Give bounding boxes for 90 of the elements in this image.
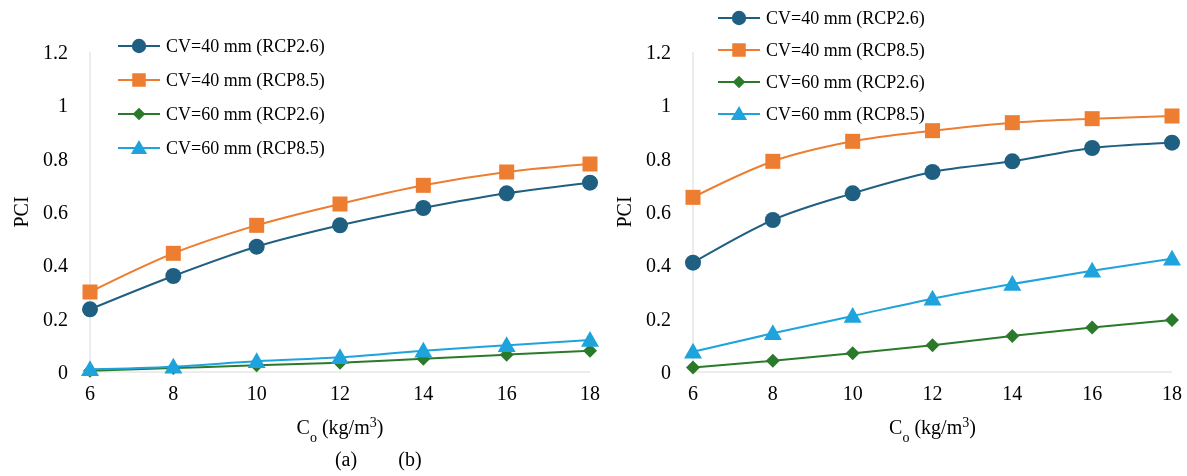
x-tick-label: 6 xyxy=(688,382,698,404)
point xyxy=(581,331,599,347)
point xyxy=(686,360,700,375)
point xyxy=(765,153,781,169)
y-tick-label: 0 xyxy=(58,361,68,383)
point xyxy=(1004,115,1020,131)
point xyxy=(415,177,431,193)
point xyxy=(499,164,515,180)
point xyxy=(684,342,702,359)
x-tick-label: 18 xyxy=(580,382,600,404)
point xyxy=(925,123,940,139)
point xyxy=(82,301,98,318)
point xyxy=(1165,313,1179,327)
y-axis-title: PCI xyxy=(613,196,635,228)
y-axis-title: PCI xyxy=(10,196,32,228)
legend-label: CV=60 mm (RCP8.5) xyxy=(766,104,925,126)
point xyxy=(925,338,940,353)
point xyxy=(332,217,348,234)
point xyxy=(497,336,516,353)
point xyxy=(845,133,861,149)
x-tick-label: 14 xyxy=(413,382,434,404)
point xyxy=(332,196,348,212)
legend-label: CV=60 mm (RCP2.6) xyxy=(166,104,325,126)
point xyxy=(415,200,432,216)
point xyxy=(249,217,265,233)
y-tick-label: 0.8 xyxy=(43,147,68,170)
point xyxy=(685,254,701,271)
y-tick-label: 0.4 xyxy=(646,254,671,277)
legend-label: CV=40 mm (RCP2.6) xyxy=(166,36,325,58)
y-tick-label: 0 xyxy=(661,361,671,383)
point xyxy=(414,341,433,358)
y-tick-label: 0.4 xyxy=(43,254,68,277)
point xyxy=(1084,140,1101,156)
x-tick-label: 16 xyxy=(1082,382,1103,404)
point xyxy=(1084,111,1100,127)
point xyxy=(843,307,862,323)
y-tick-label: 0.2 xyxy=(646,307,671,330)
point xyxy=(1003,275,1022,291)
point xyxy=(1004,153,1021,170)
legend-label: CV=40 mm (RCP8.5) xyxy=(766,40,925,62)
point xyxy=(1083,261,1102,278)
point xyxy=(248,238,265,255)
point xyxy=(764,212,781,228)
point xyxy=(582,174,598,191)
point xyxy=(844,185,861,202)
x-tick-label: 18 xyxy=(1162,382,1182,404)
point xyxy=(247,352,266,369)
x-tick-label: 12 xyxy=(922,382,943,404)
legend-label: CV=40 mm (RCP2.6) xyxy=(766,8,925,30)
point xyxy=(1164,134,1180,151)
y-tick-label: 1 xyxy=(661,94,671,117)
y-tick-label: 0.6 xyxy=(43,201,68,223)
point xyxy=(1085,320,1100,335)
legend-label: CV=60 mm (RCP8.5) xyxy=(166,138,325,160)
y-tick-label: 1.2 xyxy=(43,41,68,63)
y-tick-label: 1 xyxy=(58,94,68,117)
x-axis-title: C$_{o}$ (kg/m$^{3}$) xyxy=(296,414,384,445)
text: (a) xyxy=(334,448,358,471)
point xyxy=(923,289,942,306)
x-tick-label: 14 xyxy=(1002,382,1023,404)
x-tick-label: 8 xyxy=(767,382,778,404)
point xyxy=(685,189,701,205)
point xyxy=(845,346,860,361)
point xyxy=(582,156,598,172)
y-tick-label: 0.6 xyxy=(646,201,671,223)
point xyxy=(924,164,941,180)
x-tick-label: 10 xyxy=(246,382,267,404)
point xyxy=(165,268,182,284)
text: (b) xyxy=(398,448,422,471)
legend-label: CV=60 mm (RCP2.6) xyxy=(766,72,925,94)
point xyxy=(164,357,183,374)
legend-label: CV=40 mm (RCP8.5) xyxy=(166,70,325,92)
point xyxy=(165,245,181,261)
y-tick-label: 1.2 xyxy=(646,41,671,63)
x-tick-label: 8 xyxy=(168,382,179,404)
point xyxy=(1164,108,1180,124)
point xyxy=(1163,249,1181,266)
x-tick-label: 10 xyxy=(842,382,863,404)
y-tick-label: 0.2 xyxy=(43,307,68,330)
point xyxy=(498,185,515,202)
point xyxy=(82,284,98,300)
x-axis-title: C$_{o}$ (kg/m$^{3}$) xyxy=(889,414,976,445)
x-tick-label: 16 xyxy=(496,382,517,404)
x-tick-label: 6 xyxy=(85,382,95,404)
point xyxy=(1005,329,1020,343)
x-tick-label: 12 xyxy=(330,382,350,404)
point xyxy=(763,324,782,341)
y-tick-label: 0.8 xyxy=(646,147,671,170)
point xyxy=(765,353,780,368)
point xyxy=(331,348,349,365)
